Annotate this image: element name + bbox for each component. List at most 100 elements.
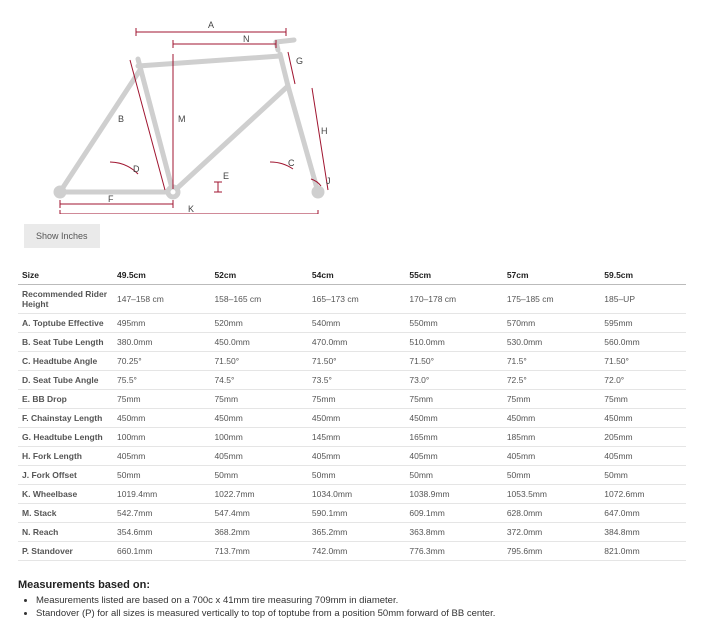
cell-value: 1038.9mm: [405, 485, 502, 504]
cell-value: 147–158 cm: [113, 285, 210, 314]
cell-value: 74.5°: [210, 371, 307, 390]
svg-text:K: K: [188, 204, 194, 214]
row-label: A. Toptube Effective: [18, 314, 113, 333]
cell-value: 742.0mm: [308, 542, 405, 561]
cell-value: 368.2mm: [210, 523, 307, 542]
cell-value: 405mm: [405, 447, 502, 466]
col-header-size: Size: [18, 266, 113, 285]
measurement-notes: Measurements based on: Measurements list…: [18, 579, 686, 619]
cell-value: 405mm: [113, 447, 210, 466]
svg-text:M: M: [178, 114, 186, 124]
svg-text:F: F: [108, 194, 114, 204]
note-item: Measurements listed are based on a 700c …: [36, 595, 686, 606]
cell-value: 550mm: [405, 314, 502, 333]
col-header: 49.5cm: [113, 266, 210, 285]
table-row: K. Wheelbase1019.4mm1022.7mm1034.0mm1038…: [18, 485, 686, 504]
cell-value: 380.0mm: [113, 333, 210, 352]
cell-value: 1034.0mm: [308, 485, 405, 504]
cell-value: 405mm: [600, 447, 686, 466]
table-row: E. BB Drop75mm75mm75mm75mm75mm75mm: [18, 390, 686, 409]
svg-text:N: N: [243, 34, 250, 44]
cell-value: 560.0mm: [600, 333, 686, 352]
table-row: G. Headtube Length100mm100mm145mm165mm18…: [18, 428, 686, 447]
cell-value: 50mm: [210, 466, 307, 485]
table-row: B. Seat Tube Length380.0mm450.0mm470.0mm…: [18, 333, 686, 352]
cell-value: 713.7mm: [210, 542, 307, 561]
cell-value: 450mm: [503, 409, 600, 428]
cell-value: 75mm: [210, 390, 307, 409]
cell-value: 50mm: [405, 466, 502, 485]
cell-value: 71.5°: [503, 352, 600, 371]
cell-value: 1019.4mm: [113, 485, 210, 504]
row-label: M. Stack: [18, 504, 113, 523]
cell-value: 100mm: [210, 428, 307, 447]
row-label: P. Standover: [18, 542, 113, 561]
row-label: D. Seat Tube Angle: [18, 371, 113, 390]
row-label: J. Fork Offset: [18, 466, 113, 485]
table-row: C. Headtube Angle70.25°71.50°71.50°71.50…: [18, 352, 686, 371]
cell-value: 354.6mm: [113, 523, 210, 542]
cell-value: 821.0mm: [600, 542, 686, 561]
row-label: G. Headtube Length: [18, 428, 113, 447]
svg-text:G: G: [296, 56, 303, 66]
svg-text:D: D: [133, 164, 140, 174]
cell-value: 795.6mm: [503, 542, 600, 561]
cell-value: 542.7mm: [113, 504, 210, 523]
cell-value: 530.0mm: [503, 333, 600, 352]
cell-value: 71.50°: [308, 352, 405, 371]
cell-value: 450mm: [600, 409, 686, 428]
cell-value: 158–165 cm: [210, 285, 307, 314]
row-label: N. Reach: [18, 523, 113, 542]
note-item: Standover (P) for all sizes is measured …: [36, 608, 686, 619]
cell-value: 1022.7mm: [210, 485, 307, 504]
cell-value: 145mm: [308, 428, 405, 447]
table-row: F. Chainstay Length450mm450mm450mm450mm4…: [18, 409, 686, 428]
col-header: 59.5cm: [600, 266, 686, 285]
svg-text:E: E: [223, 171, 229, 181]
cell-value: 547.4mm: [210, 504, 307, 523]
cell-value: 100mm: [113, 428, 210, 447]
cell-value: 1053.5mm: [503, 485, 600, 504]
notes-title: Measurements based on:: [18, 579, 686, 591]
cell-value: 450.0mm: [210, 333, 307, 352]
cell-value: 70.25°: [113, 352, 210, 371]
cell-value: 450mm: [308, 409, 405, 428]
cell-value: 185mm: [503, 428, 600, 447]
cell-value: 647.0mm: [600, 504, 686, 523]
cell-value: 50mm: [113, 466, 210, 485]
table-row: A. Toptube Effective495mm520mm540mm550mm…: [18, 314, 686, 333]
cell-value: 776.3mm: [405, 542, 502, 561]
cell-value: 185–UP: [600, 285, 686, 314]
row-label: K. Wheelbase: [18, 485, 113, 504]
col-header: 54cm: [308, 266, 405, 285]
cell-value: 71.50°: [600, 352, 686, 371]
cell-value: 609.1mm: [405, 504, 502, 523]
table-row: N. Reach354.6mm368.2mm365.2mm363.8mm372.…: [18, 523, 686, 542]
table-row: M. Stack542.7mm547.4mm590.1mm609.1mm628.…: [18, 504, 686, 523]
cell-value: 175–185 cm: [503, 285, 600, 314]
svg-text:J: J: [326, 176, 331, 186]
cell-value: 73.0°: [405, 371, 502, 390]
cell-value: 75.5°: [113, 371, 210, 390]
row-label: C. Headtube Angle: [18, 352, 113, 371]
svg-text:H: H: [321, 126, 328, 136]
frame-geometry-diagram: A N B M G H E F K D C J: [18, 14, 338, 214]
cell-value: 660.1mm: [113, 542, 210, 561]
cell-value: 540mm: [308, 314, 405, 333]
row-label: Recommended Rider Height: [18, 285, 113, 314]
cell-value: 450mm: [210, 409, 307, 428]
cell-value: 384.8mm: [600, 523, 686, 542]
show-inches-button[interactable]: Show Inches: [24, 224, 100, 248]
cell-value: 1072.6mm: [600, 485, 686, 504]
cell-value: 372.0mm: [503, 523, 600, 542]
cell-value: 75mm: [405, 390, 502, 409]
cell-value: 75mm: [503, 390, 600, 409]
svg-text:B: B: [118, 114, 124, 124]
cell-value: 71.50°: [405, 352, 502, 371]
cell-value: 595mm: [600, 314, 686, 333]
cell-value: 50mm: [503, 466, 600, 485]
table-row: P. Standover660.1mm713.7mm742.0mm776.3mm…: [18, 542, 686, 561]
cell-value: 405mm: [210, 447, 307, 466]
cell-value: 628.0mm: [503, 504, 600, 523]
cell-value: 365.2mm: [308, 523, 405, 542]
